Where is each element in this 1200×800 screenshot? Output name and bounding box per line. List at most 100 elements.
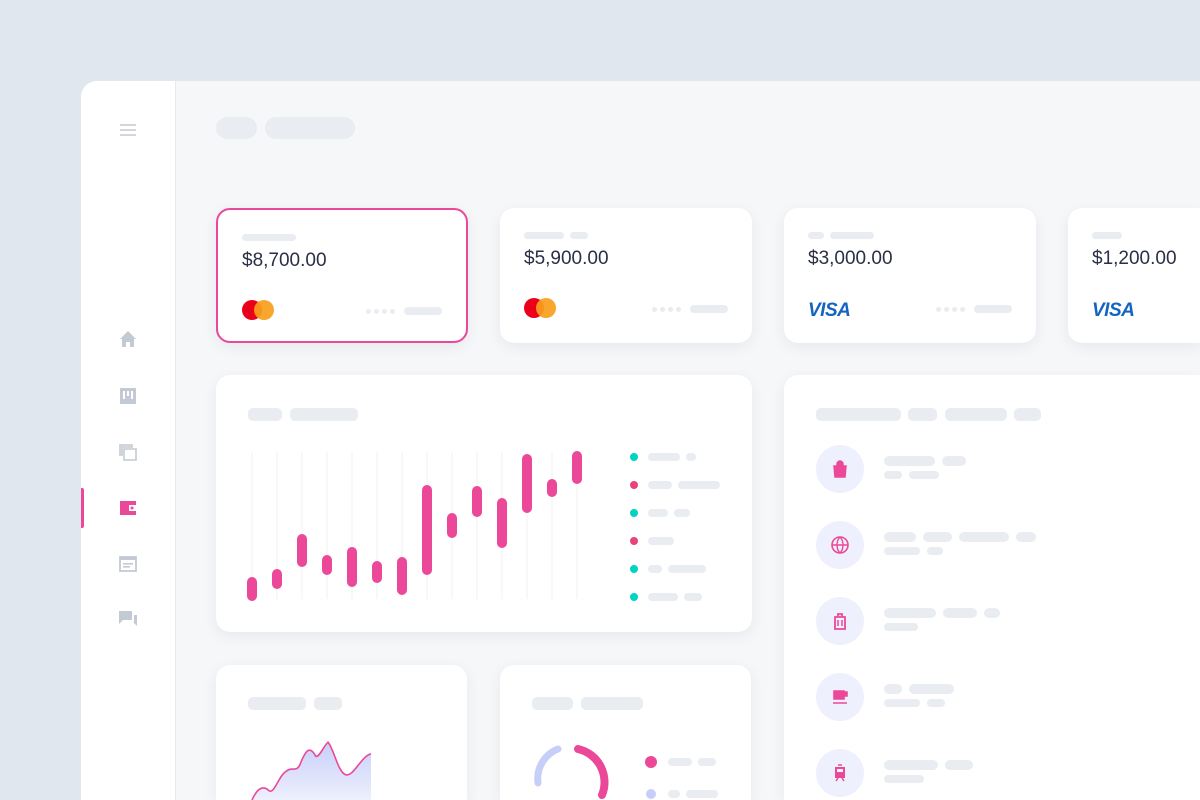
candle-bar[interactable] <box>372 561 382 583</box>
candle-bar[interactable] <box>247 577 257 601</box>
legend-label-placeholder <box>674 509 690 517</box>
payment-card[interactable]: $1,200.00 VISA <box>1068 208 1200 343</box>
candle-bar[interactable] <box>272 569 282 589</box>
transaction-item[interactable] <box>784 597 1164 645</box>
candle-bar[interactable] <box>422 485 432 575</box>
donut-segment-pink <box>574 745 609 799</box>
text-placeholder <box>927 699 945 707</box>
masked-card-number <box>936 305 1012 313</box>
payment-card[interactable]: $3,000.00 VISA <box>784 208 1036 343</box>
area-line <box>252 742 371 800</box>
text-placeholder <box>884 456 935 466</box>
title-placeholder <box>908 408 937 421</box>
masked-card-number <box>652 305 728 313</box>
legend-dot <box>630 509 638 517</box>
wallet-icon[interactable] <box>117 497 139 519</box>
mastercard-logo <box>524 298 556 318</box>
candle-bar[interactable] <box>472 486 482 517</box>
candle-bar[interactable] <box>572 451 582 484</box>
candle-bar[interactable] <box>522 454 532 513</box>
transaction-item[interactable] <box>784 673 1164 721</box>
text-placeholder <box>884 471 902 479</box>
donut-segment-lavender <box>534 745 562 787</box>
text-placeholder <box>984 608 1000 618</box>
text-placeholder <box>884 623 918 631</box>
donut-chart-card <box>500 665 751 800</box>
title-placeholder <box>248 697 306 710</box>
table-icon[interactable] <box>117 441 139 463</box>
title-placeholder <box>290 408 358 421</box>
luggage-icon <box>816 597 864 645</box>
title-placeholder <box>248 408 282 421</box>
candle-bar[interactable] <box>322 555 332 575</box>
payment-card[interactable]: $5,900.00 <box>500 208 752 343</box>
calendar-icon[interactable] <box>117 552 139 574</box>
candle-bar[interactable] <box>447 513 457 538</box>
text-placeholder <box>942 456 966 466</box>
transaction-item[interactable] <box>784 445 1164 493</box>
text-placeholder <box>884 699 920 707</box>
candle-bar[interactable] <box>547 479 557 497</box>
legend-label-placeholder <box>648 481 672 489</box>
card-balance: $1,200.00 <box>1092 248 1177 269</box>
board-icon[interactable] <box>117 385 139 407</box>
area-chart-card <box>216 665 467 800</box>
candle-bar[interactable] <box>297 534 307 567</box>
transaction-item[interactable] <box>784 749 1164 797</box>
transaction-item[interactable] <box>784 521 1164 569</box>
title-placeholder <box>816 408 901 421</box>
legend-dot <box>630 453 638 461</box>
candle-bar[interactable] <box>497 498 507 548</box>
legend-dot <box>645 756 657 768</box>
app-window: $8,700.00 $5,900.00 $3,000.00 VISA $1,200.00… <box>81 81 1200 800</box>
candle-bar[interactable] <box>397 557 407 595</box>
label-placeholder <box>830 232 874 239</box>
legend-dot <box>630 565 638 573</box>
legend-dot <box>630 593 638 601</box>
title-placeholder <box>314 697 342 710</box>
candlestick-chart <box>247 451 720 601</box>
card-balance: $5,900.00 <box>524 248 609 269</box>
legend-label-placeholder <box>648 537 674 545</box>
globe-icon <box>816 521 864 569</box>
legend-label-placeholder <box>648 593 678 601</box>
active-indicator <box>81 488 84 528</box>
candlestick-chart-card <box>216 375 752 632</box>
area-fill <box>252 742 371 800</box>
legend-dot <box>646 789 656 799</box>
train-icon <box>816 749 864 797</box>
legend-dot <box>630 537 638 545</box>
candle-bar[interactable] <box>347 547 357 587</box>
card-balance: $3,000.00 <box>808 248 893 269</box>
menu-icon[interactable] <box>117 119 139 141</box>
text-placeholder <box>884 532 916 542</box>
text-placeholder <box>884 775 924 783</box>
shopping-bag-icon <box>816 445 864 493</box>
sidebar <box>81 81 176 800</box>
text-placeholder <box>923 532 952 542</box>
legend-label-placeholder <box>648 453 680 461</box>
mastercard-logo <box>242 300 274 320</box>
legend-label-placeholder <box>678 481 720 489</box>
coffee-icon <box>816 673 864 721</box>
title-placeholder <box>1014 408 1041 421</box>
text-placeholder <box>1016 532 1036 542</box>
payment-card[interactable]: $8,700.00 <box>216 208 468 343</box>
legend-label-placeholder <box>648 509 668 517</box>
label-placeholder <box>1092 232 1122 239</box>
text-placeholder <box>884 608 936 618</box>
transactions-card <box>784 375 1200 800</box>
visa-logo: VISA <box>808 300 851 321</box>
text-placeholder <box>927 547 943 555</box>
chat-icon[interactable] <box>117 608 139 630</box>
visa-logo: VISA <box>1092 300 1135 321</box>
legend-label-placeholder <box>684 593 702 601</box>
label-placeholder <box>242 234 296 241</box>
breadcrumb-2[interactable] <box>265 117 355 139</box>
text-placeholder <box>909 684 954 694</box>
text-placeholder <box>884 760 938 770</box>
title-placeholder <box>532 697 573 710</box>
breadcrumb-1[interactable] <box>216 117 257 139</box>
donut-chart <box>534 745 718 799</box>
home-icon[interactable] <box>117 328 139 350</box>
